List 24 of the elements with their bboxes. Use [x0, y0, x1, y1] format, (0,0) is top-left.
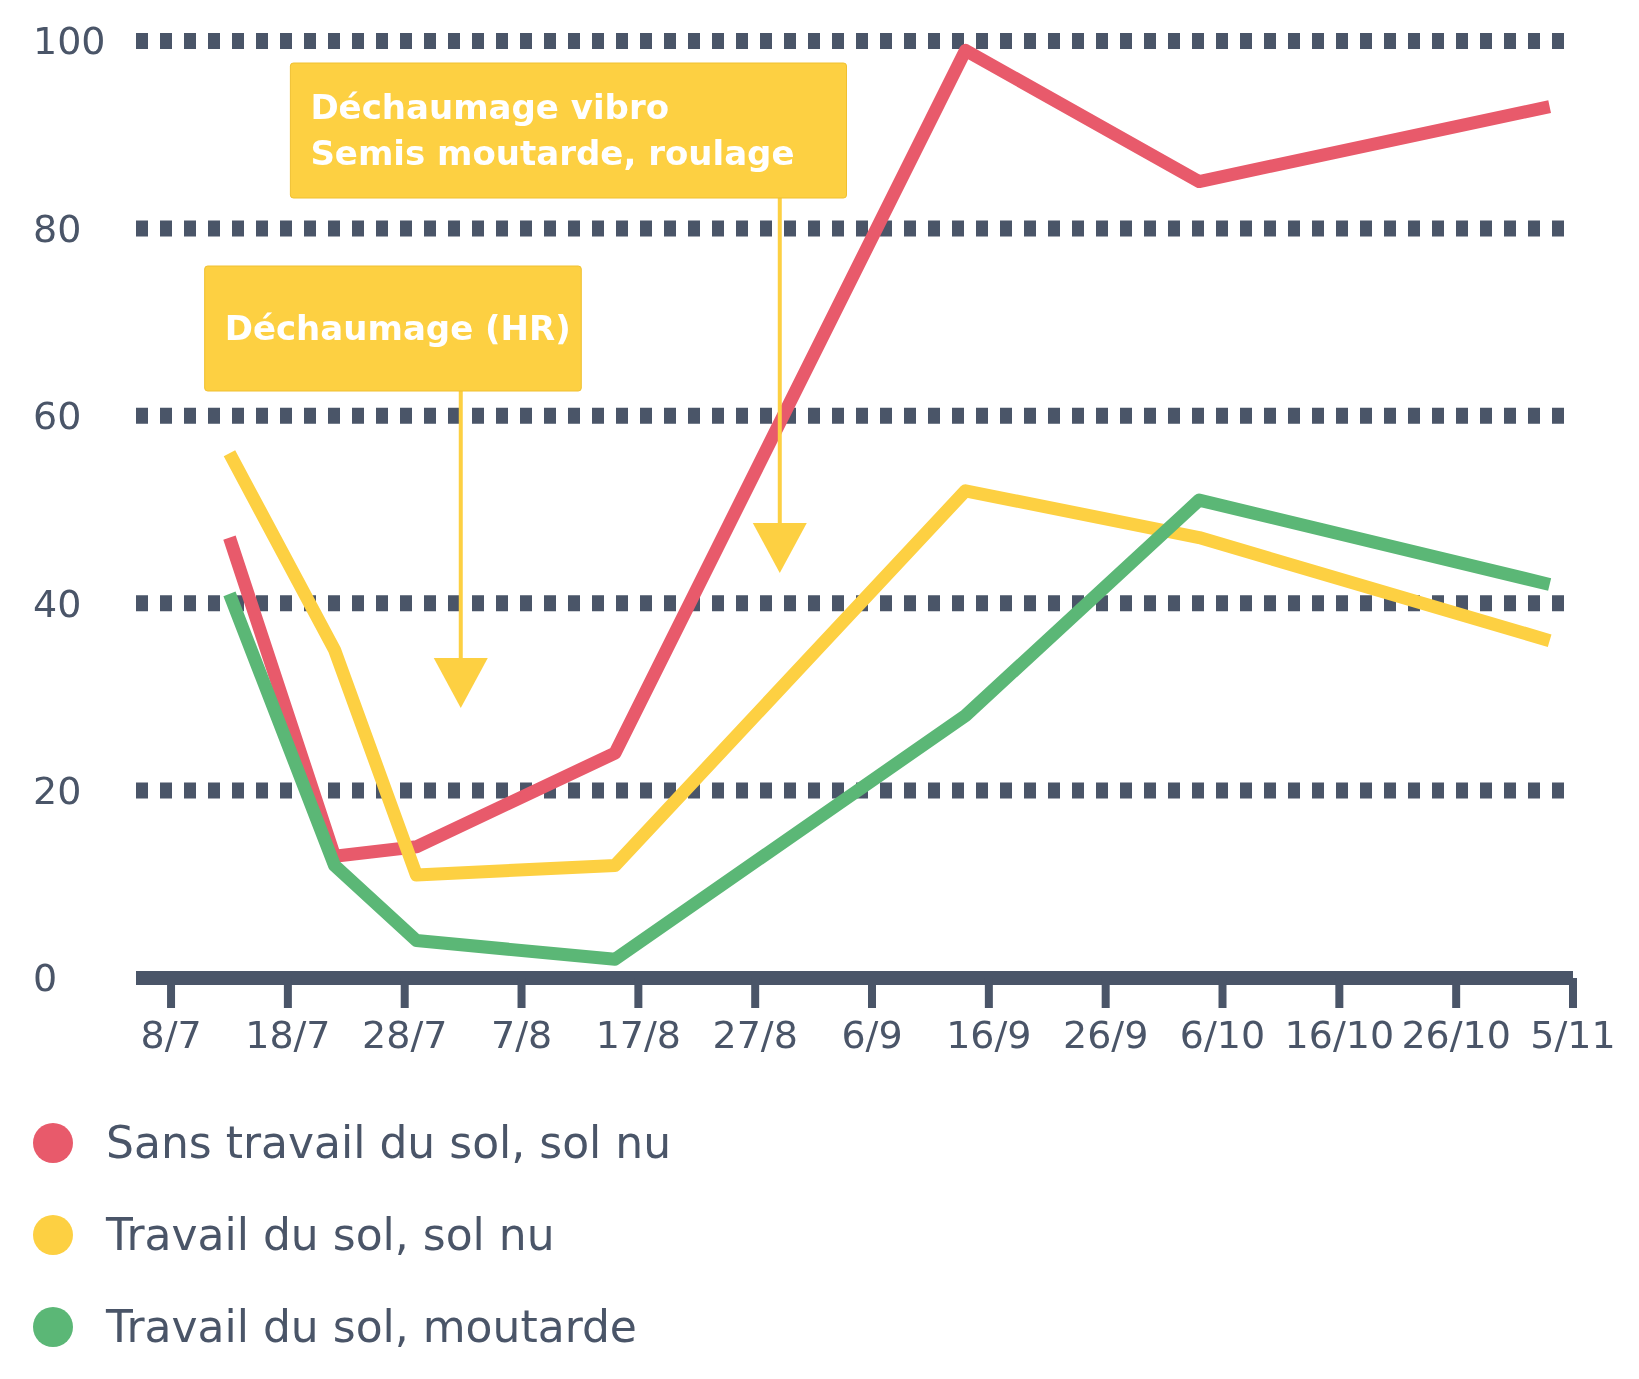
x-tick-label: 26/10 — [1401, 1013, 1511, 1057]
legend-label: Travail du sol, sol nu — [105, 1209, 555, 1261]
y-tick-label: 0 — [33, 956, 58, 1001]
legend-label: Travail du sol, moutarde — [105, 1301, 637, 1353]
annotation: Déchaumage vibro Semis moutarde, roulage — [310, 87, 795, 174]
x-tick-label: 6/10 — [1179, 1013, 1266, 1057]
x-tick-label: 6/9 — [841, 1013, 903, 1057]
x-tick-label: 18/7 — [245, 1013, 331, 1057]
y-tick-label: 80 — [33, 206, 82, 251]
x-tick-label: 17/8 — [595, 1013, 682, 1057]
y-tick-label: 40 — [33, 581, 82, 626]
annotation: Déchaumage (HR) — [224, 308, 571, 349]
x-tick-label: 26/9 — [1063, 1013, 1149, 1057]
x-tick-label: 16/9 — [946, 1013, 1032, 1057]
x-tick-label: 7/8 — [490, 1013, 553, 1057]
y-tick-label: 20 — [33, 768, 82, 813]
x-tick-label: 28/7 — [362, 1013, 448, 1057]
x-tick-label: 8/7 — [140, 1013, 202, 1057]
y-tick-label: 100 — [33, 19, 106, 64]
legend-label: Sans travail du sol, sol nu — [106, 1117, 672, 1169]
x-tick-label: 27/8 — [712, 1013, 798, 1057]
y-tick-label: 60 — [33, 394, 82, 439]
x-tick-label: 16/10 — [1284, 1013, 1395, 1057]
x-tick-label: 5/11 — [1530, 1013, 1616, 1057]
